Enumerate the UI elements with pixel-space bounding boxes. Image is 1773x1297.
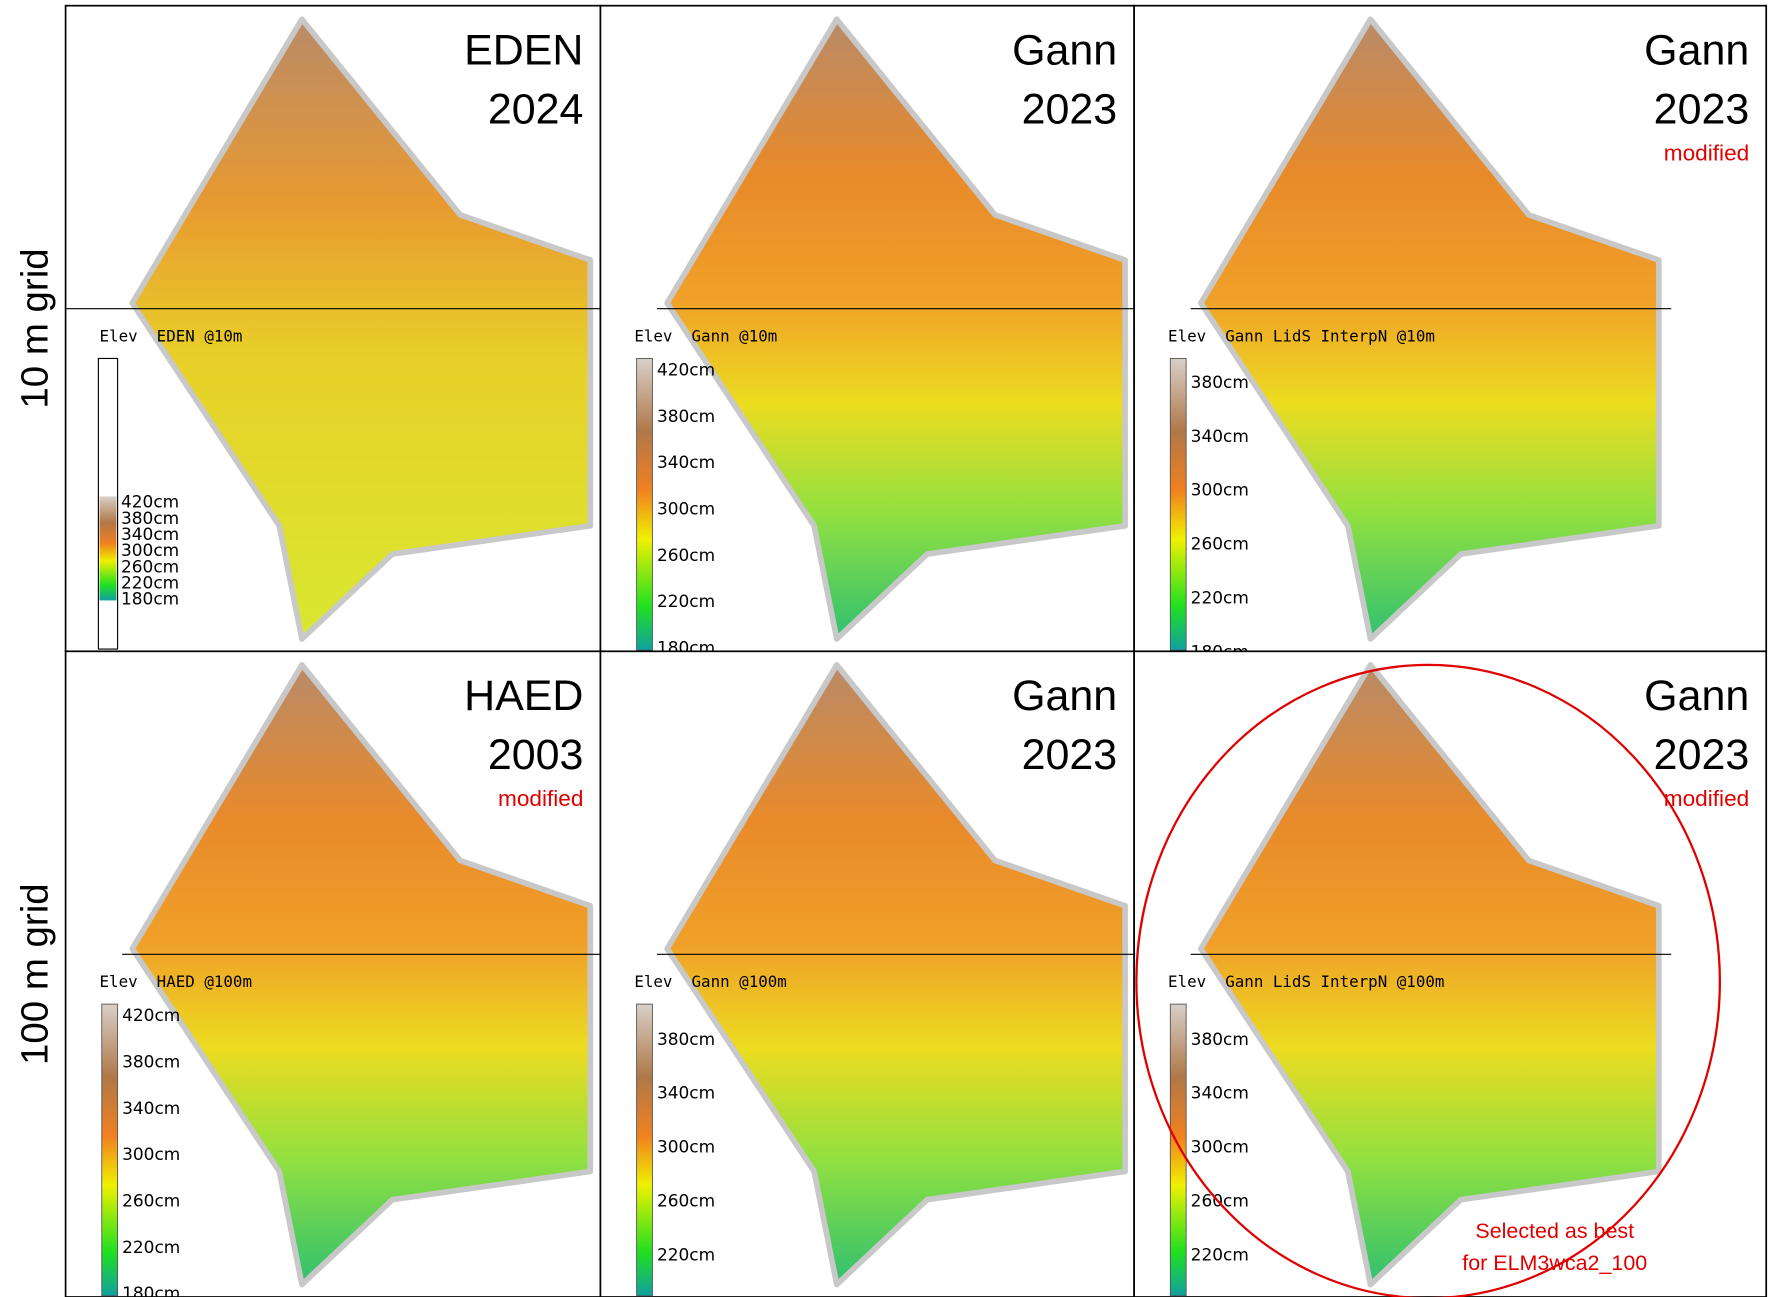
panel-title: 2023	[1022, 85, 1118, 133]
legend-title: Elev EDEN @10m	[100, 327, 243, 346]
legend-title: Elev Gann @100m	[634, 972, 786, 991]
legend-tick-label: 260cm	[1191, 1191, 1249, 1211]
panel-subtitle: modified	[1664, 786, 1749, 811]
panel-title: 2023	[1022, 731, 1118, 779]
legend-tick-label: 300cm	[122, 1144, 180, 1164]
panel-title: HAED	[464, 672, 583, 720]
annotation: Selected as best	[1475, 1219, 1634, 1243]
panel-subtitle: modified	[1664, 141, 1749, 166]
legend-tick-label: 300cm	[657, 499, 715, 519]
panels: EDEN 2024 Elev EDEN @10m 420cm 380cm 340cm 300…	[66, 6, 1767, 1297]
panel-title: Gann	[1644, 672, 1749, 720]
legend-tick-label: 260cm	[122, 1191, 180, 1211]
legend-tick-label: 220cm	[657, 1245, 715, 1265]
map-panel: Gann 2023 modified Elev Gann LidS InterpN @…	[1134, 6, 1766, 662]
legend-title: Elev Gann LidS InterpN @10m	[1168, 327, 1435, 346]
color-bar	[102, 1004, 118, 1296]
legend-tick-label: 340cm	[657, 452, 715, 472]
legend-title: Elev Gann LidS InterpN @100m	[1168, 972, 1444, 991]
row-label: 10 m grid	[13, 248, 56, 408]
map-panel: Gann 2023 modified Elev Gann LidS InterpN @…	[1134, 651, 1766, 1297]
figure: EDEN 2024 Elev EDEN @10m 420cm 380cm 340cm 300…	[0, 0, 1773, 1297]
panel-title: Gann	[1012, 26, 1117, 74]
map-panel: Gann 2023 Elev Gann @100m 380cm 340cm 300cm 26…	[600, 651, 1137, 1297]
page: {"row_labels": ["10 m grid", "100 m grid…	[0, 0, 1773, 1297]
legend-tick-label: 380cm	[1191, 372, 1249, 392]
legend-tick-label: 220cm	[122, 1237, 180, 1257]
map-panel: HAED 2003 modified Elev HAED @100m 420cm 380c…	[66, 651, 603, 1297]
legend-tick-label: 180cm	[121, 589, 179, 609]
legend-tick-label: 340cm	[122, 1098, 180, 1118]
color-bar	[637, 358, 653, 650]
annotation: for ELM3wca2_100	[1462, 1251, 1647, 1275]
panel-title: 2023	[1654, 85, 1750, 133]
legend-tick-label: 300cm	[657, 1137, 715, 1157]
legend-tick-label: 340cm	[1191, 1083, 1249, 1103]
color-bar	[1170, 358, 1186, 650]
map-panel: Gann 2023 Elev Gann @10m 420cm 380cm 340cm 300…	[600, 6, 1137, 658]
legend-tick-label: 420cm	[122, 1005, 180, 1025]
color-bar	[100, 496, 117, 600]
legend-tick-label: 260cm	[657, 545, 715, 565]
legend-tick-label: 260cm	[1191, 534, 1249, 554]
legend-tick-label: 380cm	[1191, 1029, 1249, 1049]
legend-tick-label: 380cm	[122, 1051, 180, 1071]
panel-title: Gann	[1644, 26, 1749, 74]
legend-tick-label: 380cm	[657, 406, 715, 426]
legend-tick-label: 380cm	[657, 1029, 715, 1049]
legend-tick-label: 220cm	[1191, 588, 1249, 608]
legend-tick-label: 220cm	[657, 591, 715, 611]
legend-tick-label: 420cm	[657, 359, 715, 379]
legend-tick-label: 260cm	[657, 1191, 715, 1211]
color-bar	[637, 1004, 653, 1296]
legend-tick-label: 220cm	[1191, 1245, 1249, 1265]
panel-title: 2023	[1654, 731, 1750, 779]
legend-title: Elev Gann @10m	[634, 327, 777, 346]
panel-subtitle: modified	[498, 786, 583, 811]
legend-tick-label: 300cm	[1191, 1137, 1249, 1157]
panel-title: 2003	[488, 731, 584, 779]
legend-tick-label: 340cm	[1191, 426, 1249, 446]
panel-title: 2024	[488, 85, 584, 133]
panel-title: EDEN	[464, 26, 583, 74]
legend-tick-label: 300cm	[1191, 480, 1249, 500]
legend-tick-label: 180cm	[122, 1283, 180, 1297]
legend-title: Elev HAED @100m	[100, 972, 252, 991]
legend-tick-label: 340cm	[657, 1083, 715, 1103]
panel-title: Gann	[1012, 672, 1117, 720]
row-label: 100 m grid	[13, 883, 56, 1065]
color-bar	[1170, 1004, 1186, 1296]
